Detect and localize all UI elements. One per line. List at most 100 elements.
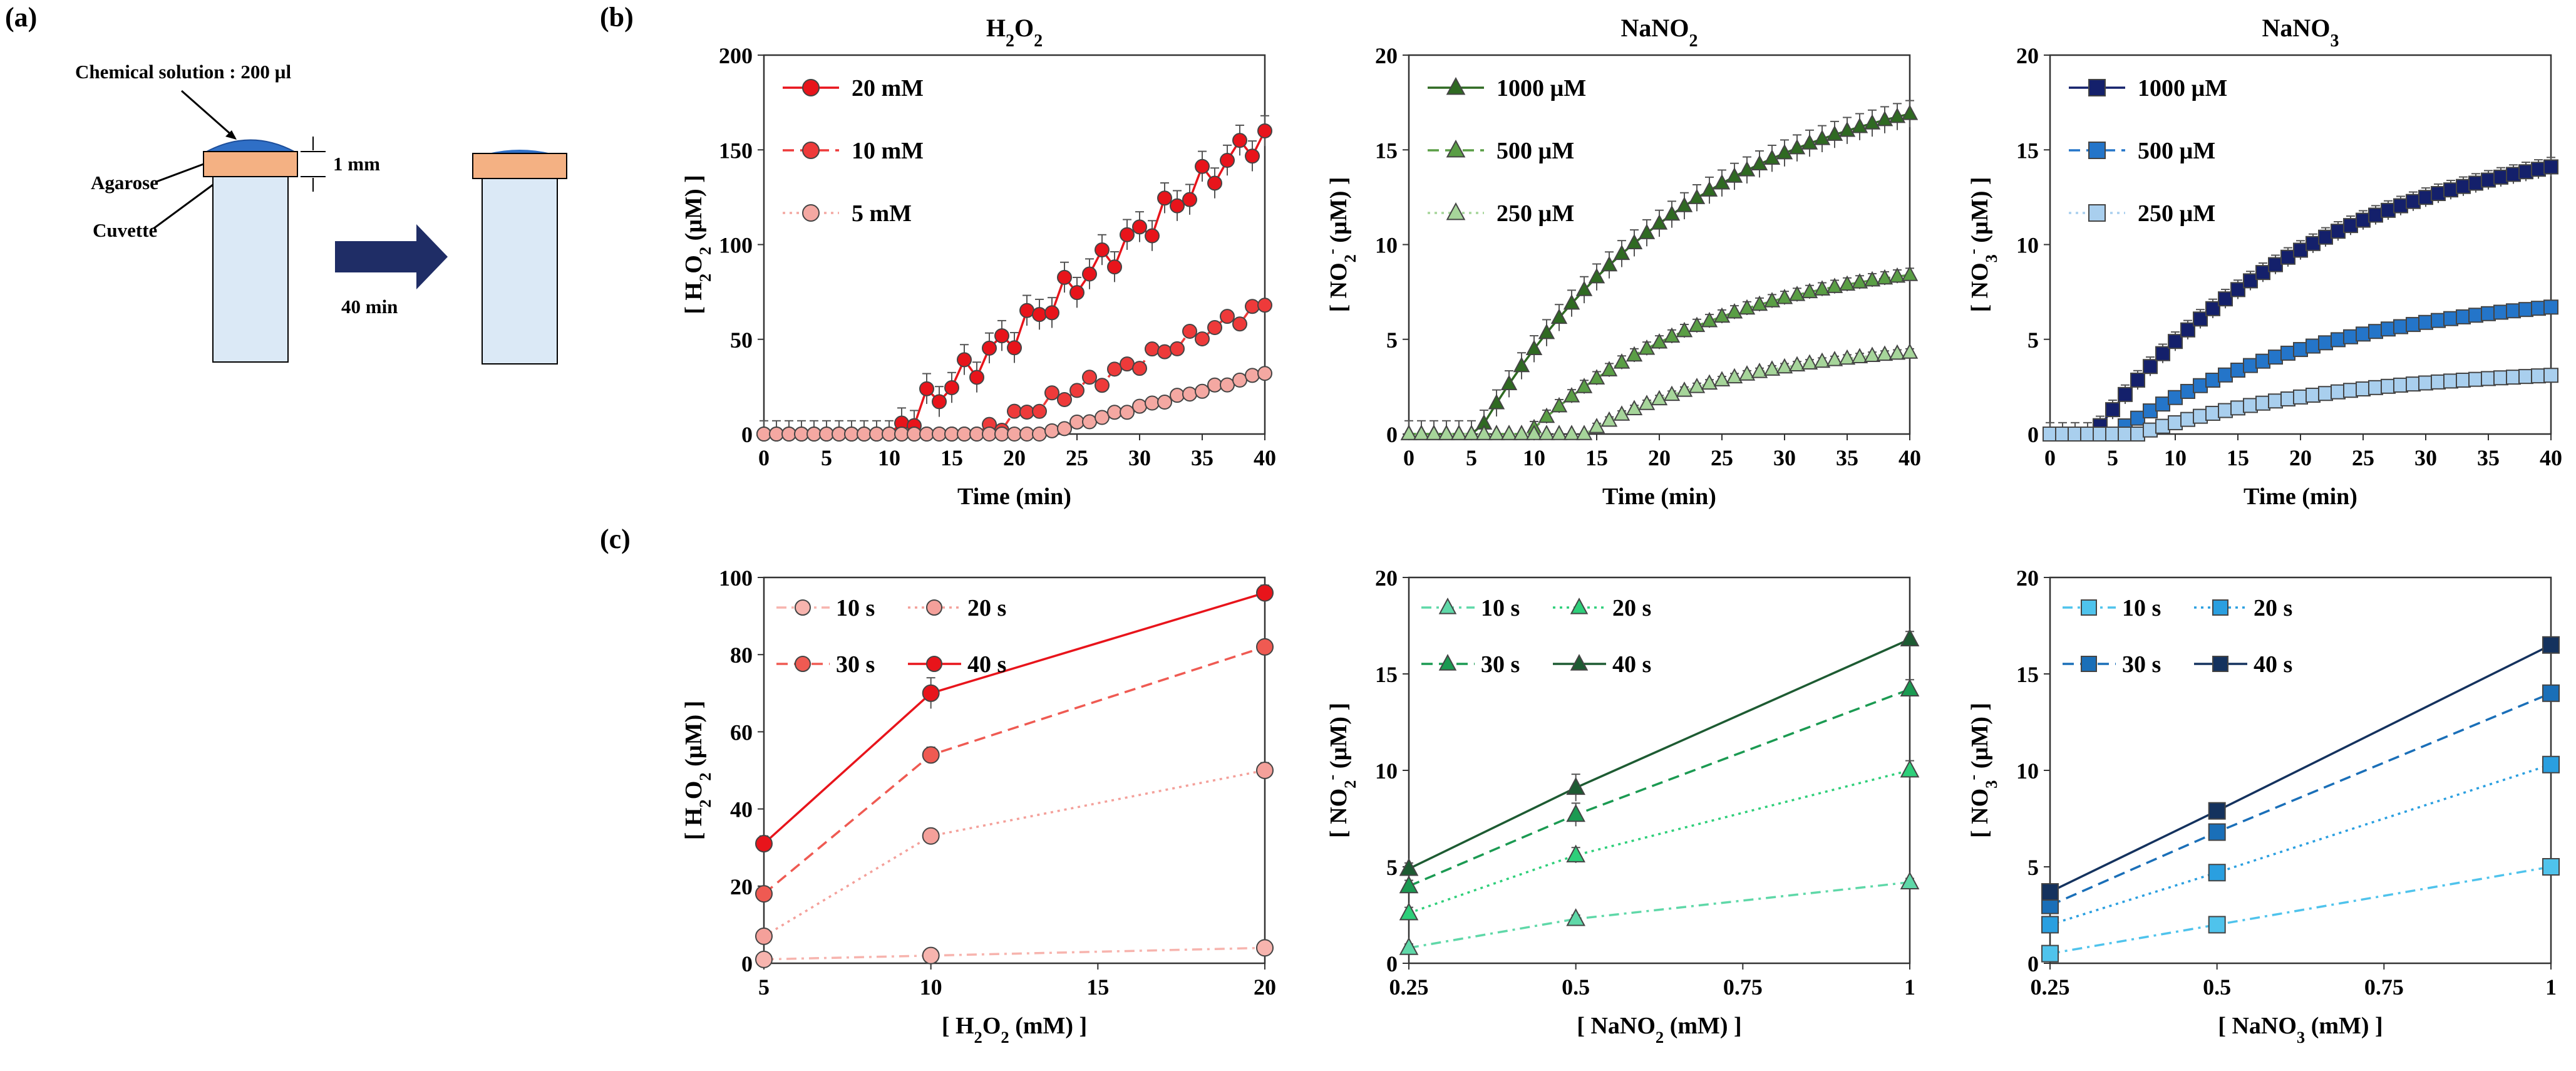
- data-point: [2493, 304, 2508, 320]
- data-point: [1776, 358, 1793, 374]
- series-line: [1409, 113, 1910, 435]
- data-point: [1007, 340, 1022, 356]
- x-tick-label: 0.75: [2364, 975, 2404, 1000]
- x-tick-label: 15: [2227, 445, 2249, 470]
- data-point: [1888, 344, 1906, 360]
- data-point: [1600, 361, 1618, 376]
- data-point: [1132, 398, 1147, 414]
- data-point: [1813, 280, 1831, 296]
- data-point: [1195, 331, 1210, 347]
- data-point: [2506, 303, 2521, 319]
- data-point: [2080, 427, 2095, 442]
- legend: 10 s 20 s 30 s 40 s: [776, 595, 1006, 678]
- x-tick-label: 0: [2044, 445, 2056, 470]
- data-point: [1525, 339, 1543, 356]
- data-point: [1500, 425, 1518, 440]
- y-tick-label: 100: [719, 566, 753, 591]
- legend-marker: [2081, 599, 2097, 616]
- legend-label: 20 s: [1612, 595, 1651, 621]
- x-tick-label: 0.25: [2031, 975, 2070, 1000]
- data-point: [844, 427, 859, 442]
- y-axis-label: [ H2O2 (µM) ]: [681, 701, 714, 841]
- legend: 1000 µM 500 µM 250 µM: [2069, 75, 2227, 227]
- data-point: [2306, 338, 2321, 354]
- data-point: [2041, 944, 2059, 963]
- y-tick-label: 60: [730, 720, 753, 745]
- data-point: [1120, 356, 1135, 372]
- chart-title: NaNO3: [2262, 14, 2339, 51]
- data-point: [2331, 384, 2346, 400]
- legend: 1000 µM 500 µM 250 µM: [1428, 75, 1586, 227]
- data-point: [2393, 319, 2408, 334]
- x-tick-label: 30: [1773, 445, 1796, 470]
- data-point: [2543, 368, 2558, 383]
- data-point: [2381, 321, 2396, 337]
- legend-label: 40 s: [967, 651, 1006, 678]
- data-point: [2543, 159, 2558, 175]
- x-tick-label: 0.5: [2203, 975, 2231, 1000]
- data-point: [2542, 755, 2560, 773]
- data-point: [2506, 167, 2521, 182]
- data-point: [2143, 422, 2158, 438]
- data-point: [1888, 107, 1906, 123]
- data-point: [2518, 302, 2533, 318]
- data-point: [2255, 265, 2270, 281]
- data-point: [2468, 175, 2483, 191]
- legend-label: 10 s: [836, 595, 875, 621]
- cuvette-pointer: [153, 184, 214, 230]
- series-0: [755, 939, 1274, 968]
- y-tick-label: 5: [1386, 855, 1398, 880]
- data-point: [2130, 410, 2145, 426]
- data-point: [1107, 405, 1122, 420]
- data-point: [2431, 313, 2446, 328]
- legend-label: 10 s: [1481, 595, 1520, 621]
- data-point: [1413, 425, 1430, 440]
- data-point: [1170, 198, 1185, 214]
- series-1: [756, 298, 1272, 442]
- legend-label: 10 s: [2122, 595, 2161, 621]
- data-point: [1588, 369, 1605, 385]
- data-point: [1751, 295, 1768, 311]
- data-point: [1195, 383, 1210, 399]
- data-point: [957, 352, 972, 368]
- data-point: [1813, 352, 1831, 368]
- x-tick-label: 25: [1711, 445, 1733, 470]
- data-point: [2105, 402, 2120, 418]
- data-point: [2531, 162, 2546, 177]
- y-tick-label: 50: [730, 328, 753, 353]
- data-point: [2443, 311, 2458, 326]
- data-point: [957, 427, 972, 442]
- data-point: [1738, 299, 1756, 315]
- legend-marker: [795, 656, 811, 672]
- y-axis-label: [ NO3- (µM) ]: [1963, 177, 2001, 312]
- series-line: [763, 646, 1265, 895]
- x-tick-label: 1: [2545, 975, 2557, 1000]
- data-point: [1876, 345, 1893, 361]
- data-point: [1257, 123, 1272, 138]
- data-point: [2043, 427, 2058, 442]
- series-1: [2041, 755, 2560, 934]
- data-point: [2041, 883, 2059, 901]
- data-point: [1563, 386, 1580, 403]
- legend-label: 1000 µM: [2138, 75, 2227, 101]
- data-point: [1613, 244, 1631, 261]
- data-point: [2393, 198, 2408, 214]
- data-point: [1157, 190, 1172, 206]
- data-point: [2531, 368, 2546, 384]
- data-point: [1613, 405, 1631, 421]
- agarose-label: Agarose: [91, 172, 158, 194]
- data-point: [1901, 105, 1919, 120]
- data-point: [1638, 224, 1656, 239]
- cuvette-body: [212, 176, 289, 363]
- data-point: [969, 427, 984, 442]
- data-point: [1676, 197, 1693, 212]
- data-point: [1575, 378, 1593, 393]
- y-tick-label: 0: [741, 422, 753, 447]
- data-point: [781, 427, 796, 442]
- data-point: [1182, 386, 1197, 402]
- data-point: [1120, 405, 1135, 420]
- data-point: [1900, 628, 1920, 646]
- data-point: [2205, 301, 2220, 316]
- data-point: [1500, 375, 1518, 391]
- legend-marker: [2212, 599, 2228, 616]
